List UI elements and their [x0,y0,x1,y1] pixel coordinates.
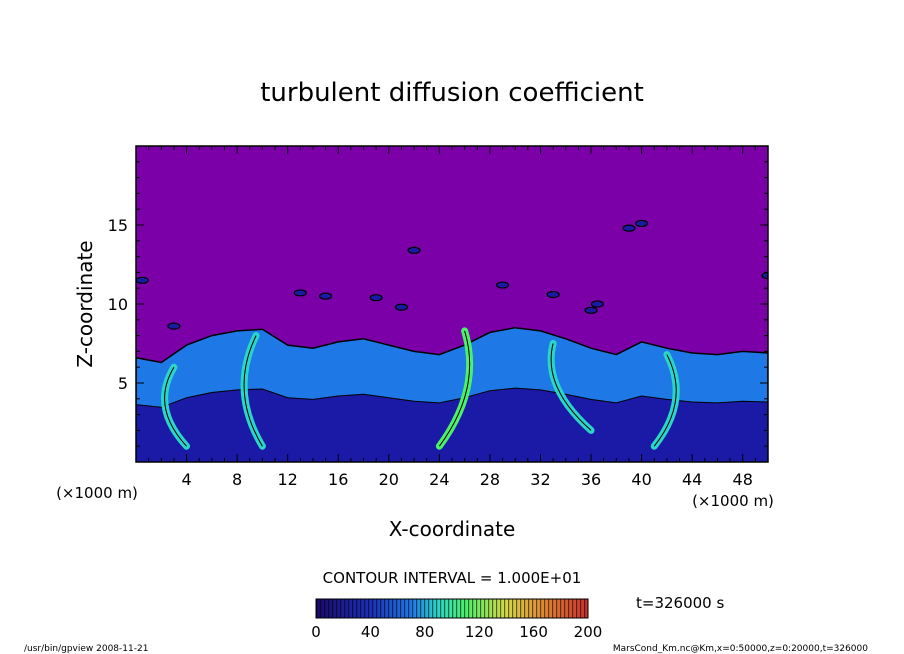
chart-title: turbulent diffusion coefficient [260,78,644,108]
z-unit-label: (×1000 m) [56,484,138,502]
contour-patch [167,322,181,330]
y-tick-label: 5 [118,374,128,393]
x-tick-label: 16 [328,470,348,489]
colorbar-ticks: 0 40 80 120 160 200 [311,623,602,641]
colorbar-tick-label: 0 [311,623,321,641]
x-tick-label: 32 [530,470,550,489]
plume-contour [438,330,471,447]
colorbar-tick-label: 200 [574,623,603,641]
contour-patch [407,246,421,254]
x-tick-label: 24 [429,470,449,489]
contour-patch [761,271,768,280]
colorbar-tick-label: 80 [415,623,434,641]
footer-right: MarsCond_Km.nc@Km,x=0:50000,z=0:20000,t=… [613,644,868,654]
contour-patch [394,303,409,311]
x-tick-label: 40 [631,470,651,489]
contour-patch [369,294,383,302]
x-tick-label: 8 [232,470,242,489]
turbulence-blobs [136,219,768,450]
plume-contour [164,366,187,447]
colorbar-tick-label: 160 [519,623,548,641]
contour-patch [136,276,149,284]
x-axis: 4 8 12 16 20 24 28 32 36 40 44 48 [148,146,756,489]
x-tick-label: 44 [682,470,702,489]
x-tick-label: 12 [278,470,298,489]
colorbar: 0 40 80 120 160 200 [311,598,602,641]
contour-patch [319,292,333,300]
footer-left: /usr/bin/gpview 2008-11-21 [24,644,148,654]
plume-contour [550,343,592,431]
x-tick-label: 28 [480,470,500,489]
plot-area [136,146,768,462]
x-axis-label: X-coordinate [389,517,516,541]
contour-patch [634,219,649,228]
contour-patch [584,306,598,314]
contour-patch [293,289,307,297]
y-tick-label: 15 [108,216,128,235]
x-tick-label: 48 [733,470,753,489]
contour-interval-label: CONTOUR INTERVAL = 1.000E+01 [323,569,582,587]
colorbar-stripes [316,599,588,618]
time-label: t=326000 s [636,594,724,612]
colorbar-tick-label: 120 [465,623,494,641]
contour-patch [546,290,560,299]
x-unit-label: (×1000 m) [692,492,774,510]
y-axis-label: Z-coordinate [73,240,97,367]
y-axis: 5 10 15 [108,161,768,447]
y-tick-label: 10 [108,295,128,314]
colorbar-tick-label: 40 [361,623,380,641]
colorbar-frame [315,598,589,619]
contour-patch [622,224,636,232]
x-tick-label: 36 [581,470,601,489]
plume-contour [243,335,263,447]
contour-patch [590,300,604,308]
contour-patch [495,281,510,289]
plume-contour [653,354,677,447]
x-tick-label: 20 [379,470,399,489]
x-tick-label: 4 [181,470,191,489]
